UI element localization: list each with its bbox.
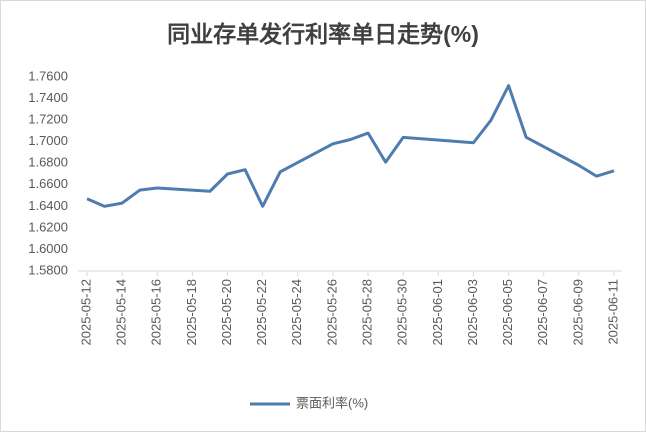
x-tick-label: 2025-05-12	[78, 279, 93, 346]
y-tick-label: 1.7600	[28, 68, 68, 83]
chart-title: 同业存单发行利率单日走势(%)	[167, 21, 479, 47]
y-tick-label: 1.6400	[28, 198, 68, 213]
x-tick-label: 2025-06-05	[500, 279, 515, 346]
legend-label: 票面利率(%)	[296, 395, 368, 410]
x-tick-label: 2025-05-18	[184, 279, 199, 346]
y-tick-label: 1.6200	[28, 219, 68, 234]
x-tick-label: 2025-05-24	[289, 279, 304, 346]
x-tick-label: 2025-05-28	[360, 279, 375, 346]
x-tick-label: 2025-06-07	[535, 279, 550, 346]
y-tick-label: 1.7000	[28, 133, 68, 148]
series-line	[86, 84, 615, 208]
y-tick-label: 1.6000	[28, 241, 68, 256]
x-tick-label: 2025-05-30	[395, 279, 410, 346]
x-tick-label: 2025-05-26	[324, 279, 339, 346]
x-tick-label: 2025-05-16	[149, 279, 164, 346]
x-tick-label: 2025-06-11	[605, 279, 620, 345]
x-tick-label: 2025-06-09	[570, 279, 585, 346]
y-tick-label: 1.6800	[28, 155, 68, 170]
y-tick-label: 1.7400	[28, 90, 68, 105]
y-tick-label: 1.7200	[28, 112, 68, 127]
y-tick-label: 1.6600	[28, 176, 68, 191]
x-tick-label: 2025-06-01	[430, 279, 445, 346]
x-tick-label: 2025-05-14	[114, 279, 129, 346]
x-tick-label: 2025-05-22	[254, 279, 269, 346]
y-tick-label: 1.5800	[28, 262, 68, 277]
x-tick-label: 2025-06-03	[465, 279, 480, 346]
x-tick-label: 2025-05-20	[219, 279, 234, 346]
